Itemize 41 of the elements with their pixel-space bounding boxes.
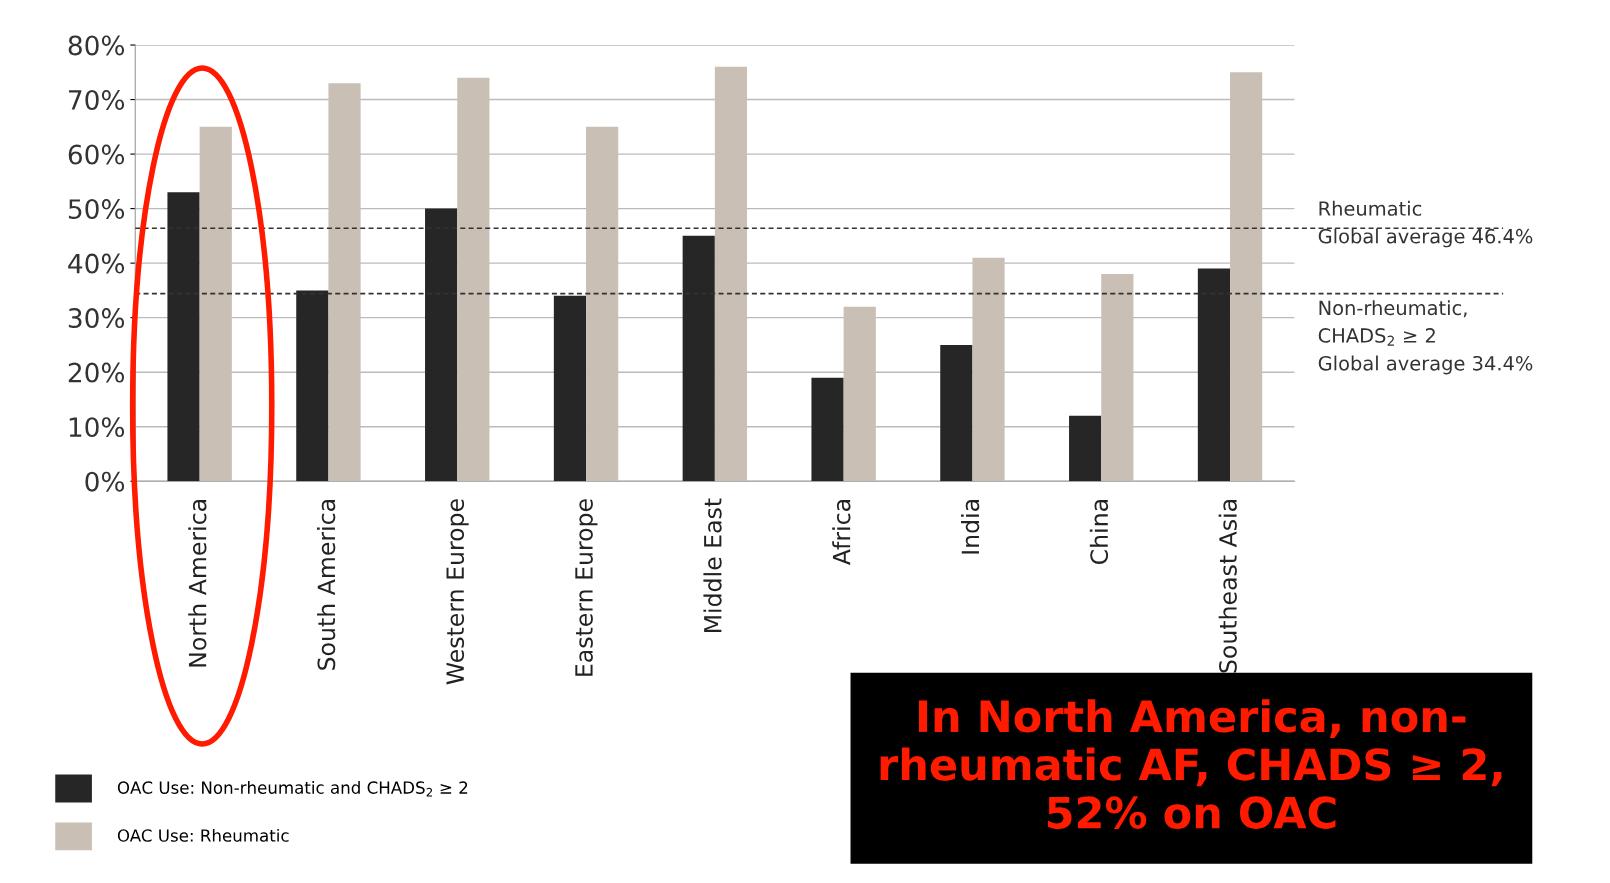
bar <box>940 344 973 482</box>
y-tick-label: 80% <box>68 35 125 56</box>
bar <box>1230 72 1263 482</box>
x-tick-label: India <box>961 500 980 554</box>
y-tick-label: 50% <box>68 199 125 220</box>
ref-line-label: Rheumatic Global average 46.4% <box>1318 200 1533 248</box>
text: In North America, non- rheumatic AF, CHADS ≥ 2, 52% on OAC <box>880 699 1502 829</box>
bar <box>167 192 200 482</box>
bar <box>972 257 1005 482</box>
bar <box>811 377 844 482</box>
bar <box>1197 268 1231 482</box>
y-tick-label: 60% <box>68 144 125 165</box>
bar <box>843 306 876 482</box>
bar <box>1101 274 1134 482</box>
y-tick-label: 20% <box>68 362 125 383</box>
bar <box>586 126 619 482</box>
legend-label: OAC Use: Rheumatic <box>117 828 289 842</box>
y-tick-label: 10% <box>69 417 125 438</box>
bar <box>553 295 587 482</box>
y-tick-label: 30% <box>68 308 125 329</box>
y-tick-label: 70% <box>69 90 125 110</box>
bar <box>425 208 458 482</box>
y-tick-label: 40% <box>68 253 125 274</box>
ref-line-label: Non-rheumatic, CHADS$_{2}$ ≥ 2 Global average 34.4% <box>1318 300 1533 375</box>
x-tick-label: Middle East <box>703 498 722 633</box>
x-tick-label: South America <box>317 500 336 670</box>
x-tick-label: Eastern Europe <box>575 499 598 676</box>
bar <box>714 66 748 482</box>
x-tick-label: North America <box>188 500 207 667</box>
bar <box>296 290 329 482</box>
bar <box>199 126 232 482</box>
bar <box>457 77 490 482</box>
legend-label: OAC Use: Non-rheumatic and CHADS$_{2}$ ≥ 2 <box>117 781 468 797</box>
x-tick-label: Africa <box>832 500 851 566</box>
x-tick-label: Southeast Asia <box>1218 500 1237 673</box>
x-tick-label: China <box>1089 500 1109 565</box>
bar <box>682 235 715 482</box>
x-tick-label: Western Europe <box>446 499 469 685</box>
y-tick-label: 0% <box>85 471 125 492</box>
bar <box>328 83 361 482</box>
bar <box>1069 415 1102 482</box>
